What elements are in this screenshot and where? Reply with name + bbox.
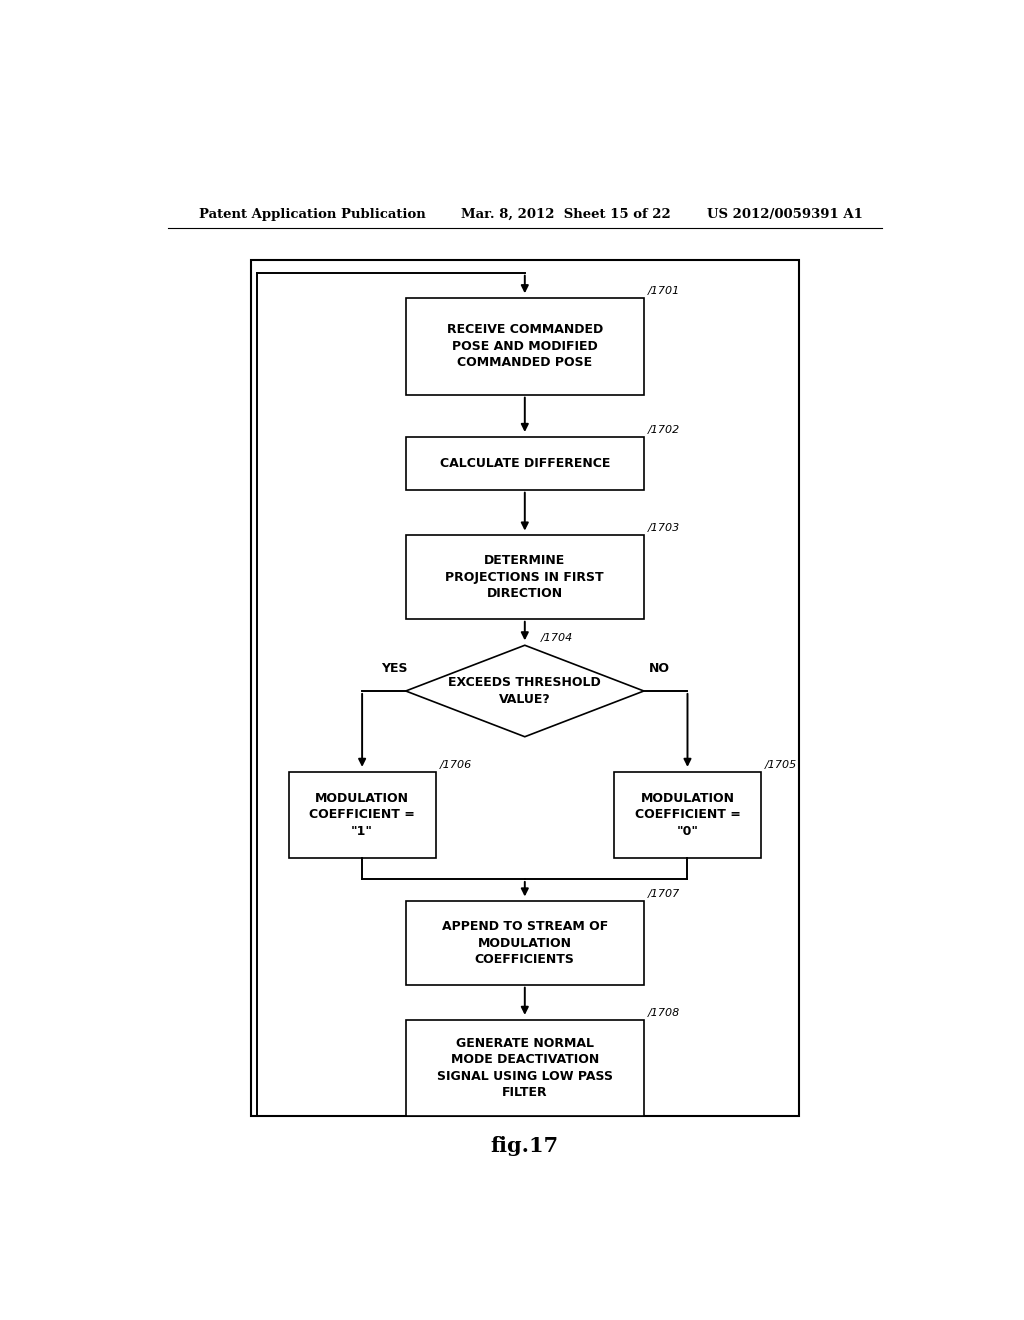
- Text: DETERMINE
PROJECTIONS IN FIRST
DIRECTION: DETERMINE PROJECTIONS IN FIRST DIRECTION: [445, 554, 604, 601]
- Text: APPEND TO STREAM OF
MODULATION
COEFFICIENTS: APPEND TO STREAM OF MODULATION COEFFICIE…: [441, 920, 608, 966]
- Text: Mar. 8, 2012  Sheet 15 of 22: Mar. 8, 2012 Sheet 15 of 22: [461, 207, 671, 220]
- Text: US 2012/0059391 A1: US 2012/0059391 A1: [708, 207, 863, 220]
- Bar: [406, 298, 644, 395]
- Text: GENERATE NORMAL
MODE DEACTIVATION
SIGNAL USING LOW PASS
FILTER: GENERATE NORMAL MODE DEACTIVATION SIGNAL…: [437, 1036, 612, 1100]
- Bar: [406, 1020, 644, 1117]
- Text: MODULATION
COEFFICIENT =
"1": MODULATION COEFFICIENT = "1": [309, 792, 415, 838]
- Text: YES: YES: [381, 663, 408, 675]
- Text: RECEIVE COMMANDED
POSE AND MODIFIED
COMMANDED POSE: RECEIVE COMMANDED POSE AND MODIFIED COMM…: [446, 323, 603, 370]
- Bar: [406, 437, 644, 490]
- Text: /1707: /1707: [648, 890, 680, 899]
- Text: /1701: /1701: [648, 286, 680, 296]
- Text: /1708: /1708: [648, 1007, 680, 1018]
- Text: /1703: /1703: [648, 524, 680, 533]
- Bar: [406, 902, 644, 985]
- Bar: [406, 536, 644, 619]
- Bar: [614, 772, 761, 858]
- Text: CALCULATE DIFFERENCE: CALCULATE DIFFERENCE: [439, 457, 610, 470]
- Text: NO: NO: [649, 663, 671, 675]
- Text: fig.17: fig.17: [490, 1137, 559, 1156]
- Polygon shape: [406, 645, 644, 737]
- Text: EXCEEDS THRESHOLD
VALUE?: EXCEEDS THRESHOLD VALUE?: [449, 676, 601, 706]
- Text: MODULATION
COEFFICIENT =
"0": MODULATION COEFFICIENT = "0": [635, 792, 740, 838]
- Text: Patent Application Publication: Patent Application Publication: [200, 207, 426, 220]
- Text: /1704: /1704: [541, 634, 572, 643]
- Bar: [251, 260, 799, 1115]
- Text: /1706: /1706: [439, 760, 472, 770]
- Text: /1705: /1705: [765, 760, 797, 770]
- Bar: [289, 772, 435, 858]
- Text: /1702: /1702: [648, 425, 680, 434]
